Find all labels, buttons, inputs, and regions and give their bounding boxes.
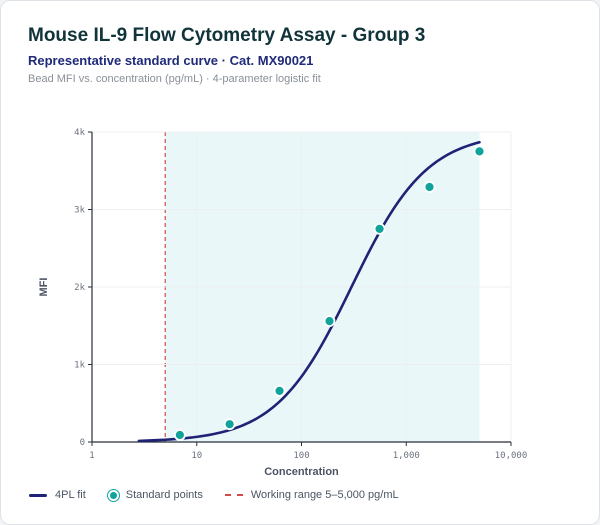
y-tick-label: 0 [80, 438, 85, 448]
standard-point [323, 315, 336, 328]
x-tick-label: 1,000 [393, 451, 420, 461]
standard-point [373, 222, 386, 235]
standard-point [173, 429, 186, 441]
standard-point [223, 418, 236, 431]
y-tick-label: 2k [74, 283, 85, 293]
x-tick-label: 100 [293, 451, 309, 461]
x-tick-label: 10,000 [495, 451, 528, 461]
y-tick-label: 1k [74, 361, 85, 371]
legend-item-fit: 4PL fit [29, 489, 86, 501]
standard-point [273, 384, 286, 397]
standard-point [423, 181, 436, 193]
legend-label-range: Working range 5–5,000 pg/mL [250, 489, 399, 501]
legend-swatch-points [107, 489, 119, 501]
standard-point [473, 145, 486, 158]
chart-caption: Bead MFI vs. concentration (pg/mL) · 4-p… [28, 73, 321, 85]
chart-title: Mouse IL-9 Flow Cytometry Assay - Group … [28, 25, 426, 46]
y-tick-label: 4k [74, 128, 85, 138]
fit-curve [137, 140, 481, 443]
chart-subtitle: Representative standard curve · Cat. MX9… [28, 53, 314, 68]
x-tick-label: 1 [89, 451, 94, 461]
legend-label-points: Standard points [125, 489, 203, 501]
x-tick-label: 10 [191, 451, 202, 461]
standard-curve-chart: 0 1k 2k 3k 4k 1 10 100 1,000 10,000 Concentration M… [38, 128, 528, 478]
y-axis-label: MFI [38, 278, 50, 297]
x-axis-label: Concentration [264, 466, 339, 478]
legend-swatch-fit [29, 493, 47, 497]
chart-legend: 4PL fit Standard points Working range 5–… [29, 489, 421, 501]
legend-swatch-range [224, 494, 243, 496]
y-tick-label: 3k [74, 206, 85, 216]
legend-item-range: Working range 5–5,000 pg/mL [224, 489, 399, 501]
legend-item-points: Standard points [107, 489, 203, 501]
legend-label-fit: 4PL fit [55, 489, 86, 501]
